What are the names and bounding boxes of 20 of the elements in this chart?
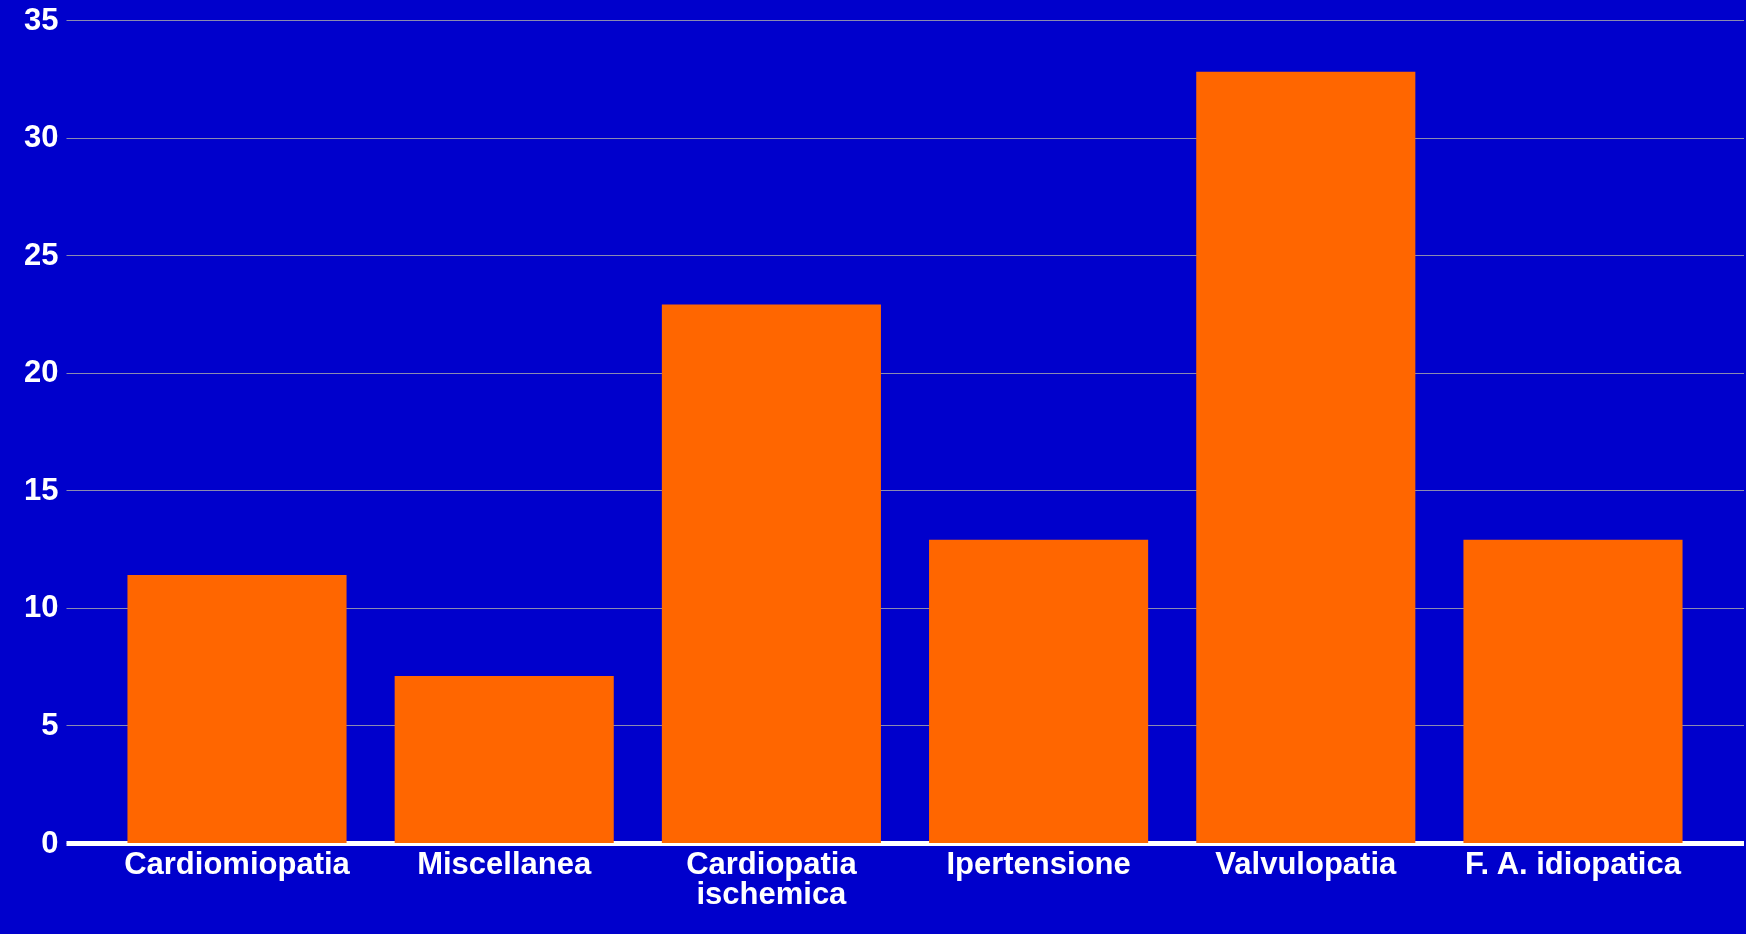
x-tick-label: Miscellanea xyxy=(417,845,592,881)
bar xyxy=(929,539,1149,843)
bar xyxy=(394,676,614,843)
y-tick-label: 15 xyxy=(24,471,59,507)
x-tick-label: Cardiomiopatia xyxy=(124,845,351,881)
y-tick-label: 25 xyxy=(24,236,59,272)
y-tick-label: 10 xyxy=(24,589,59,625)
y-tick-label: 35 xyxy=(24,1,59,37)
bar xyxy=(661,304,881,843)
y-tick-label: 20 xyxy=(24,354,59,390)
x-tick-label: Cardiopatia ischemica xyxy=(686,845,858,911)
bar xyxy=(127,574,347,843)
x-tick-label: F. A. idiopatica xyxy=(1465,845,1682,881)
bar xyxy=(1196,71,1416,843)
bar xyxy=(1463,539,1683,843)
x-tick-label: Ipertensione xyxy=(946,845,1131,881)
y-tick-label: 0 xyxy=(41,824,59,860)
y-tick-label: 30 xyxy=(24,119,59,155)
y-tick-label: 5 xyxy=(41,706,59,742)
x-tick-label: Valvulopatia xyxy=(1215,845,1397,881)
